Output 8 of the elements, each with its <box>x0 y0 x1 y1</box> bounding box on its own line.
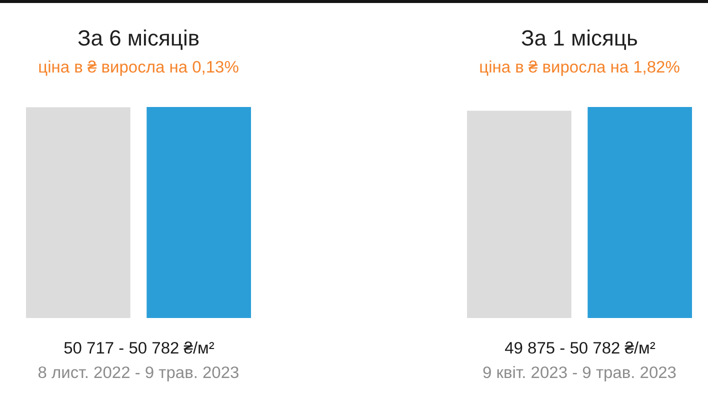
chart-title: За 1 місяць <box>521 26 638 50</box>
x-axis-title: 50 717 - 50 782 ₴/м² <box>64 340 215 358</box>
text: 9 квіт. 2023 - 9 трав. 2023 <box>482 364 676 382</box>
text: 8 лист. 2022 - 9 трав. 2023 <box>38 364 240 382</box>
x-axis-title: 49 875 - 50 782 ₴/м² <box>504 340 656 358</box>
chart-subtitle: ціна в ₴ виросла на 1,82% <box>479 58 680 76</box>
chart-title: За 6 місяців <box>77 26 200 50</box>
chart-subtitle: ціна в ₴ виросла на 0,13% <box>38 58 240 76</box>
